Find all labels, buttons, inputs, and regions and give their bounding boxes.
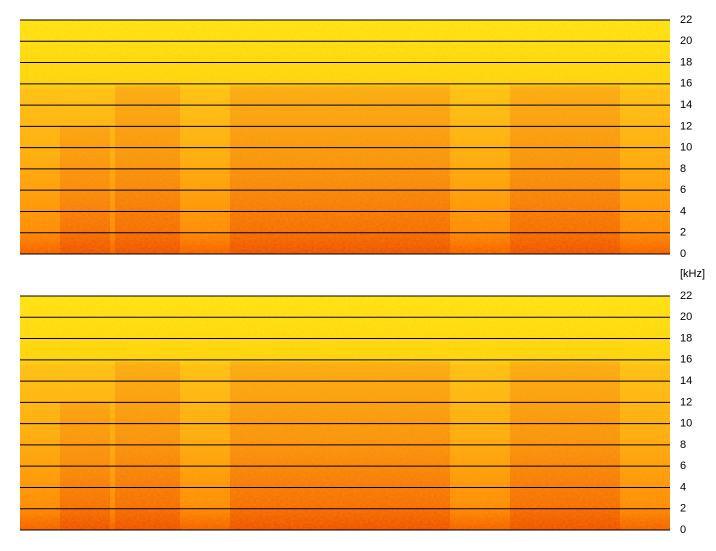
y-tick-label: 10 bbox=[680, 142, 692, 154]
y-tick-label: 0 bbox=[680, 248, 686, 260]
unit-label: [kHz] bbox=[680, 268, 705, 280]
y-tick-label: 18 bbox=[680, 56, 692, 68]
y-tick-label: 8 bbox=[680, 163, 686, 175]
y-tick-label: 4 bbox=[680, 205, 686, 217]
y-tick-label: 12 bbox=[680, 120, 692, 132]
y-tick-label: 8 bbox=[680, 439, 686, 451]
y-tick-label: 12 bbox=[680, 396, 692, 408]
y-tick-label: 0 bbox=[680, 524, 686, 536]
y-tick-label: 20 bbox=[680, 311, 692, 323]
y-tick-label: 6 bbox=[680, 184, 686, 196]
spectrogram-texture bbox=[20, 296, 670, 530]
y-tick-label: 2 bbox=[680, 503, 686, 515]
y-tick-label: 6 bbox=[680, 460, 686, 472]
y-tick-label: 22 bbox=[680, 290, 692, 302]
y-tick-label: 20 bbox=[680, 35, 692, 47]
y-tick-label: 14 bbox=[680, 375, 692, 387]
y-tick-label: 2 bbox=[680, 227, 686, 239]
y-tick-label: 22 bbox=[680, 14, 692, 26]
y-tick-label: 16 bbox=[680, 354, 692, 366]
y-tick-label: 18 bbox=[680, 332, 692, 344]
y-tick-label: 14 bbox=[680, 99, 692, 111]
spectrogram-texture bbox=[20, 20, 670, 254]
y-tick-label: 16 bbox=[680, 78, 692, 90]
y-tick-label: 10 bbox=[680, 418, 692, 430]
y-tick-label: 4 bbox=[680, 481, 686, 493]
